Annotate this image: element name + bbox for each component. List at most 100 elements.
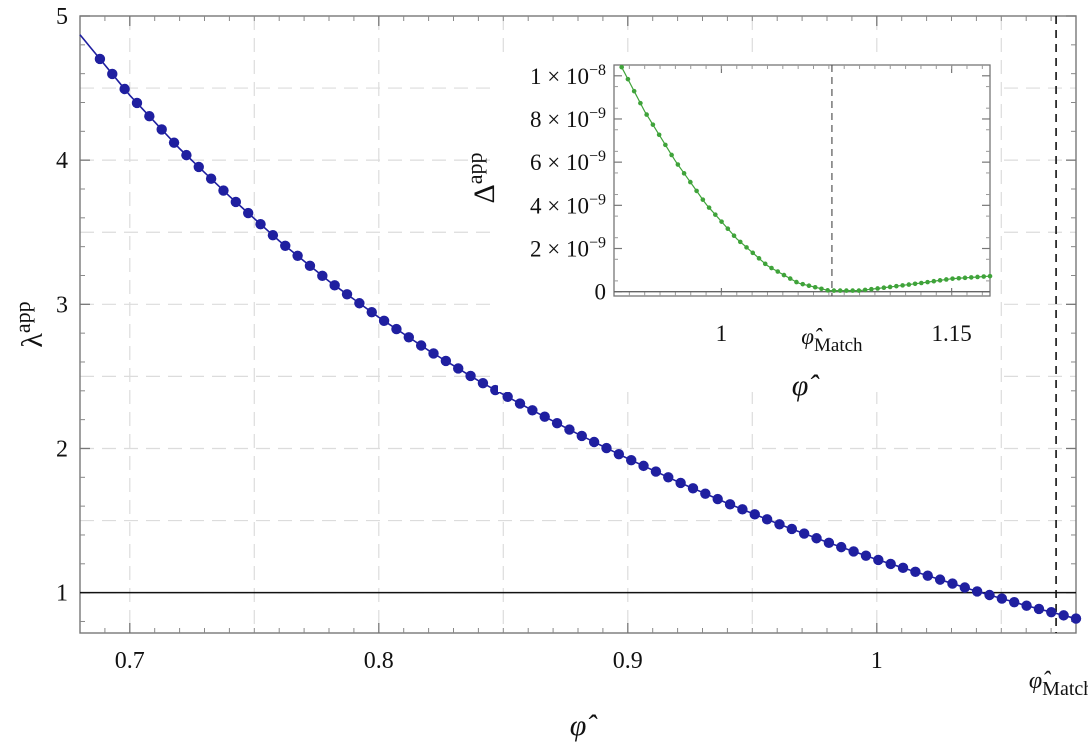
inset-data-point: [694, 188, 699, 194]
data-point: [588, 436, 600, 448]
inset-data-point: [975, 274, 980, 280]
data-point: [193, 161, 204, 173]
x-tick-label: 0.8: [364, 648, 394, 674]
inset-y-tick-exponent: −8: [589, 62, 606, 79]
data-point: [564, 424, 575, 435]
data-point: [1046, 606, 1057, 618]
data-point: [453, 363, 464, 374]
data-point: [502, 391, 513, 403]
inset-y-tick-exponent: −9: [589, 148, 606, 165]
inset-data-point: [688, 179, 693, 185]
inset-match-subscript: Match: [814, 335, 863, 356]
data-point: [218, 185, 229, 196]
inset-data-point: [638, 100, 643, 106]
inset-data-point: [663, 142, 668, 148]
data-point: [280, 240, 291, 251]
inset-data-point: [856, 288, 862, 293]
inset-data-point: [700, 197, 706, 202]
inset-data-point: [956, 275, 962, 281]
data-point: [341, 289, 353, 300]
data-point: [292, 250, 303, 262]
data-point: [391, 323, 402, 335]
data-point: [131, 97, 143, 109]
y-axis-title-superscript: app: [10, 301, 35, 333]
data-point: [934, 574, 946, 585]
data-point: [947, 578, 958, 589]
data-point: [798, 528, 810, 539]
data-point: [761, 514, 773, 525]
inset-y-tick-mantissa: 4 × 10: [530, 193, 589, 218]
data-point: [1058, 610, 1069, 621]
inset-y-tick-exponent: −9: [589, 235, 606, 252]
inset-data-point: [950, 276, 955, 281]
inset-data-point: [887, 284, 893, 290]
inset-data-point: [844, 288, 849, 293]
data-point: [811, 533, 822, 544]
y-axis-title-symbol: λ: [16, 333, 49, 348]
data-point: [737, 504, 748, 515]
data-point: [514, 398, 526, 409]
inset-data-point: [775, 269, 781, 274]
x-tick-label: 0.7: [115, 648, 145, 674]
data-point: [700, 488, 711, 499]
inset-x-tick-label: 1: [716, 321, 728, 346]
inset-data-point: [894, 283, 899, 289]
data-point: [366, 306, 377, 318]
data-point: [1021, 600, 1032, 611]
data-point: [94, 53, 106, 65]
data-point: [539, 411, 550, 422]
inset-data-point: [794, 279, 799, 285]
y-axis-title: λapp: [10, 301, 49, 347]
inset-data-point: [781, 272, 787, 278]
inset-data-point: [881, 285, 887, 290]
inset-data-point: [875, 286, 880, 291]
data-point: [984, 589, 995, 601]
inset-data-point: [725, 226, 731, 231]
data-point: [996, 593, 1008, 604]
inset-y-tick-label: 6 × 10−9: [530, 148, 606, 175]
inset-data-point: [900, 283, 905, 288]
inset-data-point: [831, 288, 837, 293]
inset-y-tick-label: 8 × 10−9: [530, 105, 606, 132]
data-point: [1009, 596, 1020, 608]
data-point: [1033, 603, 1045, 615]
inset-data-point: [769, 265, 774, 271]
data-point: [230, 196, 242, 208]
data-point: [971, 586, 983, 597]
data-point: [329, 280, 340, 291]
inset-data-point: [800, 281, 806, 287]
inset-data-point: [962, 275, 968, 281]
data-point: [910, 566, 921, 577]
inset-data-point: [731, 233, 737, 239]
inset-data-point: [937, 278, 943, 283]
data-point: [144, 111, 155, 122]
data-point: [242, 207, 254, 219]
data-point: [490, 384, 501, 396]
inset-data-point: [912, 281, 918, 287]
data-point: [601, 442, 612, 454]
inset-data-point: [713, 212, 718, 217]
data-point: [638, 460, 649, 472]
inset-data-point: [656, 132, 662, 138]
inset-data-point: [806, 283, 812, 289]
inset-x-tick-label: 1.15: [932, 321, 972, 346]
data-point: [156, 124, 167, 135]
inset-data-point: [850, 288, 855, 293]
data-point: [428, 348, 439, 359]
inset-data-point: [744, 245, 749, 250]
data-point: [663, 472, 674, 483]
data-point: [440, 355, 452, 367]
data-point: [465, 370, 476, 382]
inset-data-point: [706, 205, 712, 210]
data-point: [823, 537, 835, 549]
inset-data-point: [644, 112, 649, 117]
inset-data-point: [968, 275, 974, 280]
inset-data-point: [819, 286, 824, 292]
x-tick-label: 1: [871, 648, 883, 674]
inset-y-tick-mantissa: 2 × 10: [530, 237, 589, 262]
inset-y-tick-label: 0: [595, 280, 607, 305]
inset-data-point: [650, 122, 656, 127]
data-point: [786, 523, 798, 535]
